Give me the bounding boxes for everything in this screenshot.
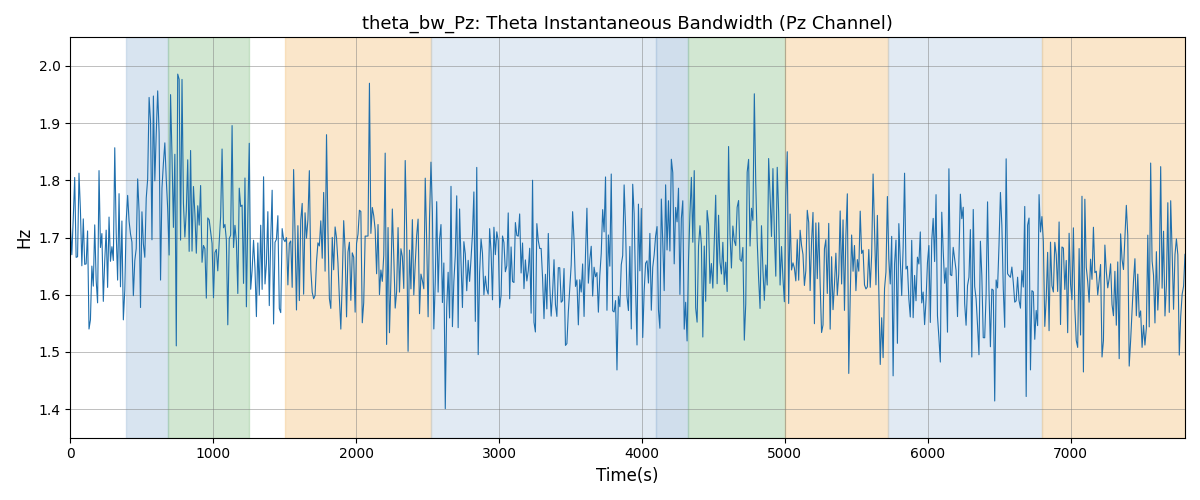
Bar — [888, 38, 1042, 438]
Bar — [126, 38, 168, 438]
Bar — [1042, 38, 1186, 438]
Bar — [168, 38, 250, 438]
Title: theta_bw_Pz: Theta Instantaneous Bandwidth (Pz Channel): theta_bw_Pz: Theta Instantaneous Bandwid… — [362, 15, 893, 34]
Bar — [284, 38, 431, 438]
Bar — [785, 38, 888, 438]
Bar — [656, 38, 688, 438]
Bar — [688, 38, 785, 438]
Bar — [431, 38, 656, 438]
X-axis label: Time(s): Time(s) — [596, 467, 659, 485]
Y-axis label: Hz: Hz — [14, 227, 32, 248]
